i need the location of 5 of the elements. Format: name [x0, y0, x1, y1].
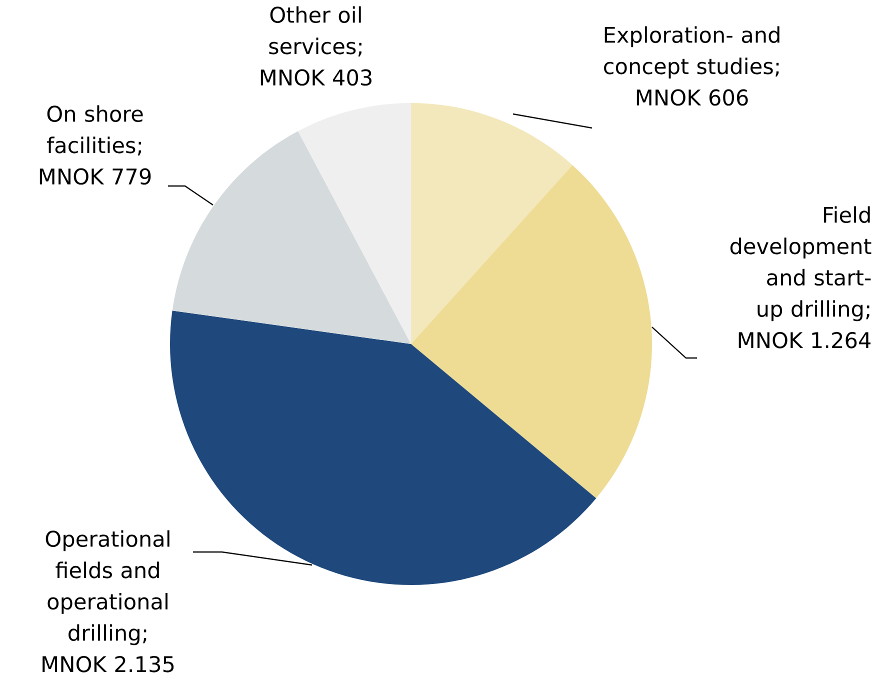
slice-label: Operational fields and operational drilling; MNOK 2.135	[42, 530, 174, 672]
slice-label: Other oil services; MNOK 403	[260, 6, 372, 86]
slice-label: Exploration- and concept studies; MNOK 606	[604, 26, 780, 106]
slice-label: On shore facilities; MNOK 779	[40, 105, 151, 185]
slice-label: Field development and start-up drilling; MNOK 1.264	[730, 206, 872, 348]
